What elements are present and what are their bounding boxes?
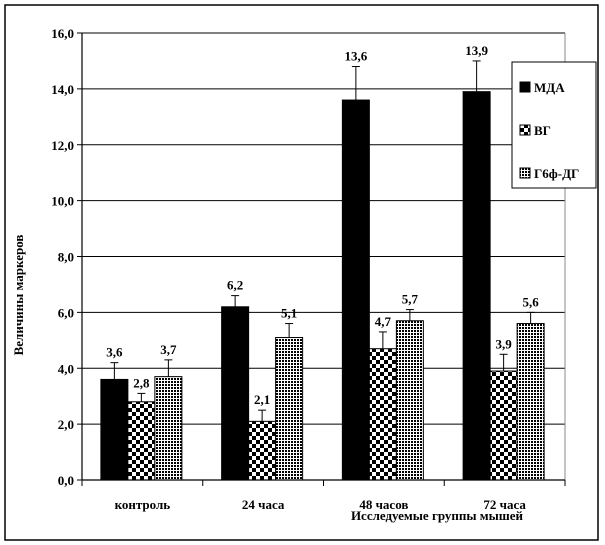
bar-Г6ф-ДГ <box>516 323 545 481</box>
data-label: 4,7 <box>375 314 392 329</box>
y-tick-label: 10,0 <box>51 194 74 209</box>
data-label: 3,6 <box>106 345 123 360</box>
bar-ВГ <box>127 401 156 481</box>
x-tick-label: 48 часов <box>359 497 408 512</box>
data-label: 2,1 <box>254 392 270 407</box>
data-label: 2,8 <box>133 375 150 390</box>
bar-Г6ф-ДГ <box>395 320 424 481</box>
legend-swatch-ВГ <box>519 124 531 136</box>
y-tick-label: 6,0 <box>58 305 74 320</box>
legend: МДА ВГ Г6ф-ДГ <box>511 61 597 189</box>
data-label: 13,9 <box>465 43 488 58</box>
x-axis-label: Исследуемые группы мышей <box>351 508 524 523</box>
bar-ВГ <box>368 348 397 481</box>
legend-swatch-МДА <box>519 81 531 93</box>
y-tick-label: 12,0 <box>51 138 74 153</box>
data-label: 5,7 <box>402 292 419 307</box>
x-tick-label: контроль <box>115 497 171 512</box>
bar-ВГ <box>248 420 277 481</box>
bar-МДА <box>100 378 129 481</box>
bar-МДА <box>462 91 491 481</box>
data-label: 5,1 <box>281 306 297 321</box>
y-tick-label: 16,0 <box>51 26 74 41</box>
legend-label: МДА <box>534 80 565 95</box>
y-tick-label: 4,0 <box>58 361 74 376</box>
y-tick-label: 8,0 <box>58 250 74 265</box>
legend-label: ВГ <box>534 123 551 138</box>
y-axis-label: Величины маркеров <box>11 235 26 356</box>
bar-МДА <box>221 306 250 481</box>
x-tick-label: 72 часа <box>483 497 526 512</box>
bar-МДА <box>341 99 370 481</box>
data-label: 6,2 <box>227 278 243 293</box>
legend-swatch-Г6ф-ДГ <box>519 167 531 179</box>
bar-Г6ф-ДГ <box>154 376 183 481</box>
x-tick-label: 24 часа <box>242 497 285 512</box>
bar-Г6ф-ДГ <box>275 337 304 481</box>
data-label: 5,6 <box>523 294 540 309</box>
bar-ВГ <box>489 370 518 481</box>
data-label: 13,6 <box>345 49 368 64</box>
data-label: 3,9 <box>496 336 513 351</box>
y-tick-label: 0,0 <box>58 473 74 488</box>
y-tick-label: 2,0 <box>58 417 74 432</box>
y-tick-label: 14,0 <box>51 82 74 97</box>
data-label: 3,7 <box>160 342 177 357</box>
legend-label: Г6ф-ДГ <box>534 166 579 181</box>
